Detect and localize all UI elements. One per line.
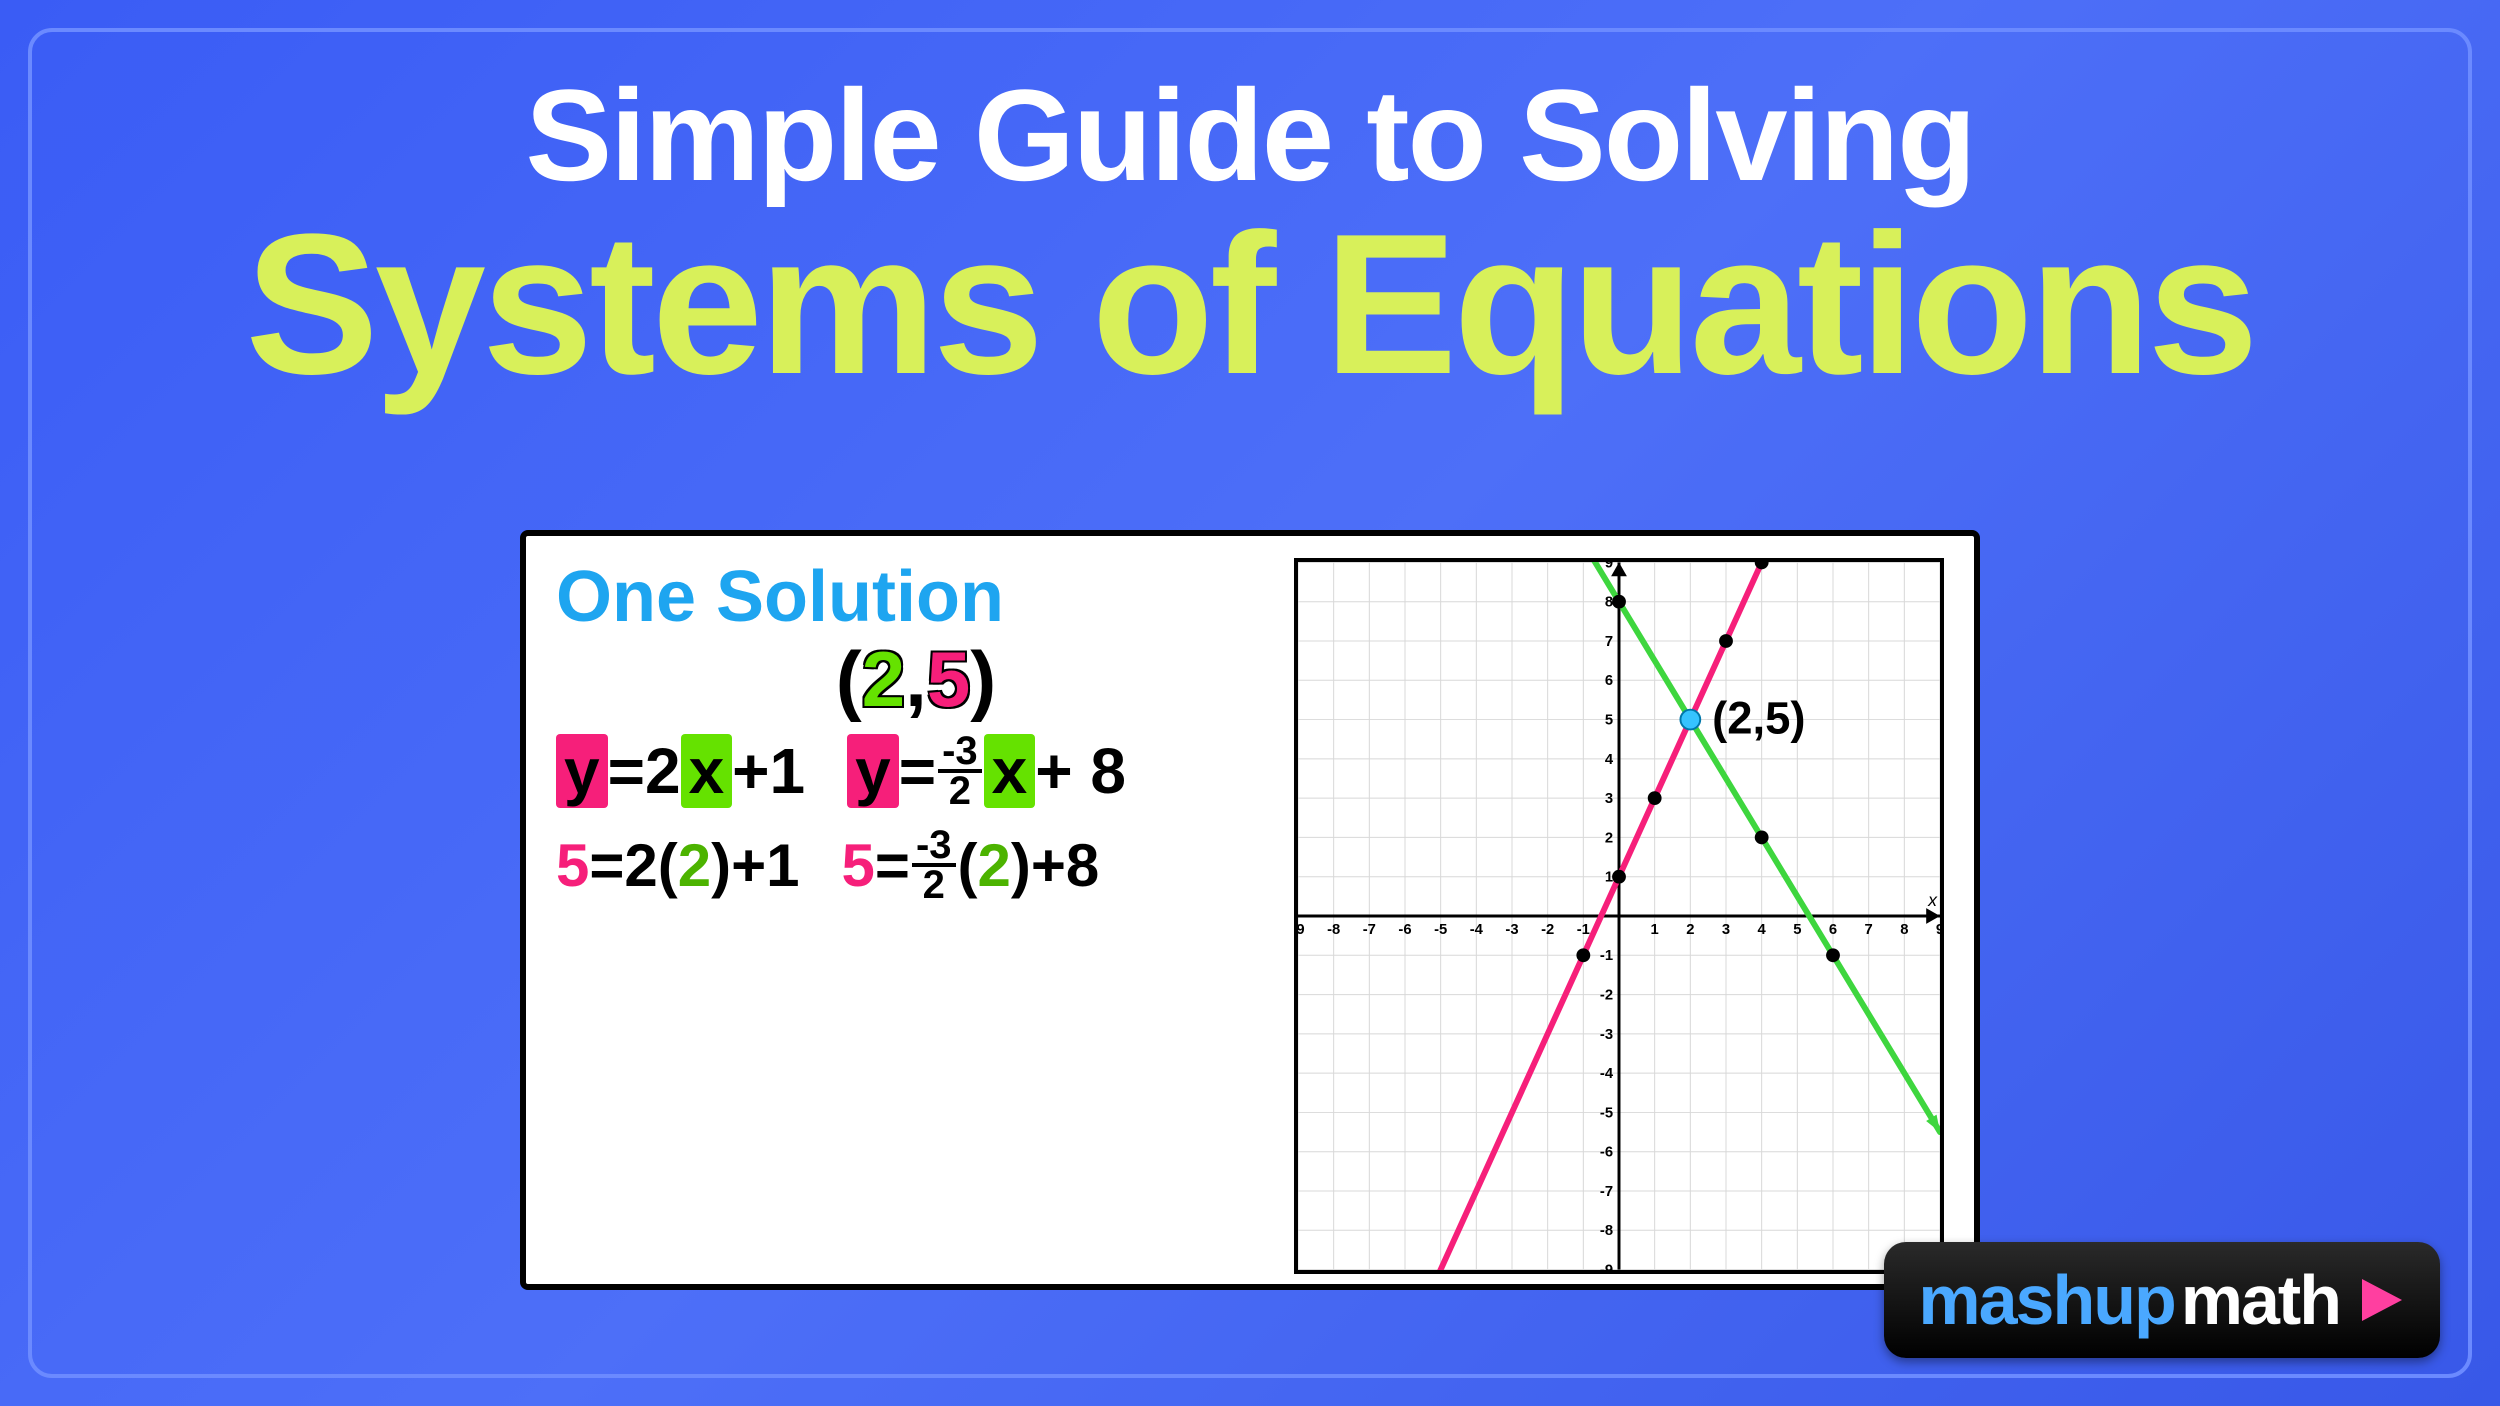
point-y: 5 [927, 635, 970, 723]
sub2-eq: = [875, 831, 910, 900]
svg-text:6: 6 [1605, 673, 1613, 689]
title-block: Simple Guide to Solving Systems of Equat… [0, 60, 2500, 420]
sub2-pl: ( [958, 831, 978, 900]
logo-part1: mashup [1918, 1260, 2174, 1340]
sub2-den: 2 [919, 867, 949, 903]
sub2-5: 5 [842, 831, 875, 900]
svg-text:7: 7 [1605, 634, 1613, 650]
sub1-b: )+1 [711, 831, 799, 900]
svg-text:-2: -2 [1541, 922, 1554, 938]
sub2-frac: -32 [912, 827, 956, 903]
svg-text:-8: -8 [1327, 922, 1340, 938]
svg-text:(2,5): (2,5) [1712, 692, 1805, 743]
coordinate-graph: -9 -8 -7 -6 -5 -4 -3 -2 -1 1 2 3 4 5 6 7 8 9 9 8 7 6 5 4 3 2 1 -1 -2… [1294, 558, 1944, 1274]
eq2-eq: = [899, 734, 936, 808]
sub2-2: 2 [978, 831, 1011, 900]
eq1-x: x [681, 734, 733, 808]
svg-text:-9: -9 [1600, 1263, 1613, 1270]
eq1-y: y [556, 734, 608, 808]
solution-heading: One Solution [556, 556, 1276, 638]
eq2-frac: -32 [938, 733, 982, 809]
svg-text:9: 9 [1936, 922, 1940, 938]
svg-text:-5: -5 [1434, 922, 1447, 938]
svg-text:-4: -4 [1600, 1066, 1614, 1082]
svg-text:-1: -1 [1600, 948, 1613, 964]
paren-close: ) [970, 635, 996, 723]
svg-text:2: 2 [1605, 830, 1613, 846]
svg-text:8: 8 [1900, 922, 1908, 938]
svg-text:-7: -7 [1600, 1184, 1613, 1200]
svg-text:4: 4 [1758, 922, 1767, 938]
svg-text:-5: -5 [1600, 1105, 1613, 1121]
svg-text:7: 7 [1865, 922, 1873, 938]
logo-badge: mashupmath [1884, 1242, 2440, 1358]
solution-point: (2,5) [556, 634, 1276, 725]
eq2-x: x [984, 734, 1036, 808]
play-icon [2356, 1275, 2406, 1325]
graph-svg: -9 -8 -7 -6 -5 -4 -3 -2 -1 1 2 3 4 5 6 7 8 9 9 8 7 6 5 4 3 2 1 -1 -2… [1298, 562, 1940, 1270]
svg-text:4: 4 [1605, 752, 1614, 768]
sub1-a: =2( [589, 831, 677, 900]
svg-text:3: 3 [1722, 922, 1730, 938]
eq1-a: =2 [608, 734, 681, 808]
equation-1: y=2x+1 [556, 733, 805, 809]
svg-text:-4: -4 [1470, 922, 1484, 938]
svg-text:1: 1 [1651, 922, 1659, 938]
eq2-den: 2 [945, 773, 975, 809]
sub1-5: 5 [556, 831, 589, 900]
svg-text:-8: -8 [1600, 1223, 1613, 1239]
equation-2: y=-32x+ 8 [847, 733, 1126, 809]
comma: , [905, 635, 927, 723]
svg-text:5: 5 [1793, 922, 1801, 938]
math-area: One Solution (2,5) y=2x+1 y=-32x+ 8 5=2(… [556, 556, 1276, 903]
logo-part2: math [2181, 1260, 2340, 1340]
svg-text:-7: -7 [1363, 922, 1376, 938]
point-x: 2 [862, 635, 905, 723]
svg-text:5: 5 [1605, 712, 1613, 728]
svg-text:x: x [1927, 890, 1938, 910]
svg-text:2: 2 [1686, 922, 1694, 938]
svg-text:-9: -9 [1298, 922, 1305, 938]
substitution-2: 5=-32(2)+8 [842, 827, 1100, 903]
svg-text:1: 1 [1605, 870, 1613, 886]
svg-text:-6: -6 [1398, 922, 1411, 938]
svg-text:3: 3 [1605, 791, 1613, 807]
equation-row: y=2x+1 y=-32x+ 8 [556, 733, 1276, 809]
svg-text:-1: -1 [1577, 922, 1590, 938]
content-panel: One Solution (2,5) y=2x+1 y=-32x+ 8 5=2(… [520, 530, 1980, 1290]
sub2-pr: )+8 [1011, 831, 1099, 900]
svg-text:6: 6 [1829, 922, 1837, 938]
substitution-1: 5=2(2)+1 [556, 827, 800, 903]
title-line2: Systems of Equations [0, 190, 2500, 420]
paren-open: ( [836, 635, 862, 723]
eq2-b: + 8 [1035, 734, 1126, 808]
svg-text:-3: -3 [1505, 922, 1518, 938]
svg-text:9: 9 [1605, 562, 1613, 571]
substitution-row: 5=2(2)+1 5=-32(2)+8 [556, 827, 1276, 903]
eq2-num: -3 [938, 733, 982, 773]
svg-text:8: 8 [1605, 595, 1613, 611]
eq1-b: +1 [732, 734, 805, 808]
svg-text:-3: -3 [1600, 1027, 1613, 1043]
sub1-2: 2 [678, 831, 711, 900]
sub2-num: -3 [912, 827, 956, 867]
svg-text:-2: -2 [1600, 988, 1613, 1004]
eq2-y: y [847, 734, 899, 808]
title-line1: Simple Guide to Solving [0, 60, 2500, 210]
svg-text:-6: -6 [1600, 1145, 1613, 1161]
